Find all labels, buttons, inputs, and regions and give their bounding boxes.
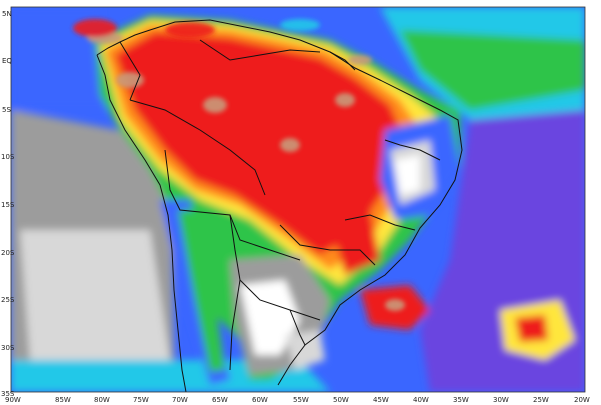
lon-label: 35W [453,396,469,404]
lon-label: 65W [212,396,228,404]
lat-label: 15S [1,201,15,209]
lon-label: 85W [55,396,71,404]
map-field [11,7,585,392]
lat-label: 25S [1,296,15,304]
lon-label: 60W [252,396,268,404]
lon-label: 75W [133,396,149,404]
latitude-axis: 5N EQ 5S 10S 15S 20S 25S 30S 35S [1,10,15,398]
lat-label: 30S [1,344,15,352]
lon-label: 80W [94,396,110,404]
lon-label: 70W [172,396,188,404]
lat-label: 20S [1,249,15,257]
lat-label: EQ [2,57,12,65]
lon-label: 40W [413,396,429,404]
lon-label: 45W [373,396,389,404]
longitude-axis: 90W 85W 80W 75W 70W 65W 60W 55W 50W 45W … [5,396,590,404]
map-frame [10,6,586,393]
country-borders [96,19,463,392]
lat-label: 10S [1,153,15,161]
lat-label: 35S [1,390,15,398]
lon-label: 55W [293,396,309,404]
lon-label: 30W [493,396,509,404]
lat-label: 5N [2,10,12,18]
lon-label: 20W [574,396,590,404]
lon-label: 25W [533,396,549,404]
lat-label: 5S [2,106,11,114]
lon-label: 90W [5,396,21,404]
lon-label: 50W [333,396,349,404]
